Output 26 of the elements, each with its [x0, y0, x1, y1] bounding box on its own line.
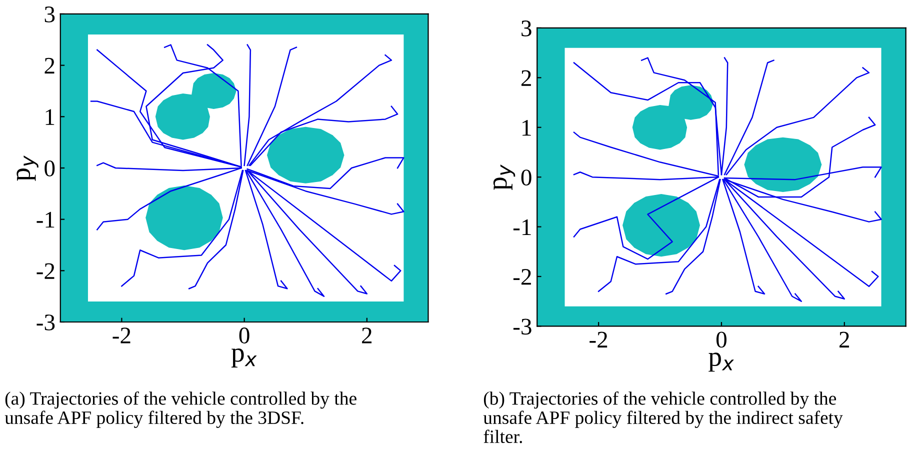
x-tick-label: 2: [362, 328, 372, 344]
text: (a) Trajectories of the vehicle controlled by the unsafe APF policy filtered by the 3DSF.: [4, 391, 356, 428]
y-axis-title: p$_{y}$: [493, 164, 516, 190]
y-tick-label: -1: [513, 219, 531, 235]
text: (b) Trajectories of the vehicle controlled by the unsafe APF policy filtered by the indirect safety filter.: [483, 391, 843, 444]
y-tick-label: 3: [44, 6, 55, 22]
y-tick-label: -1: [36, 212, 54, 228]
y-tick-label: 1: [522, 120, 531, 136]
y-tick-label: 2: [44, 58, 54, 74]
y-tick-label: 0: [44, 160, 55, 176]
y-tick-label: 1: [46, 109, 54, 125]
x-axis-title: p$_{x}$: [231, 348, 257, 368]
y-tick-label: 0: [521, 170, 532, 186]
x-tick-label: 0: [716, 332, 726, 348]
x-axis-title: p$_{x}$: [708, 352, 734, 372]
y-axis-title: p$_{y}$: [16, 155, 38, 181]
y-tick-label: -3: [36, 314, 55, 330]
x-tick-label: 0: [239, 328, 250, 344]
y-tick-label: -2: [36, 263, 54, 279]
x-tick-label: -2: [112, 328, 130, 344]
y-tick-label: -2: [513, 269, 531, 285]
y-tick-label: 2: [521, 70, 531, 86]
y-tick-label: -3: [513, 318, 532, 335]
x-tick-label: 2: [840, 332, 849, 348]
x-tick-label: -2: [590, 332, 608, 348]
y-tick-label: 3: [522, 20, 532, 36]
